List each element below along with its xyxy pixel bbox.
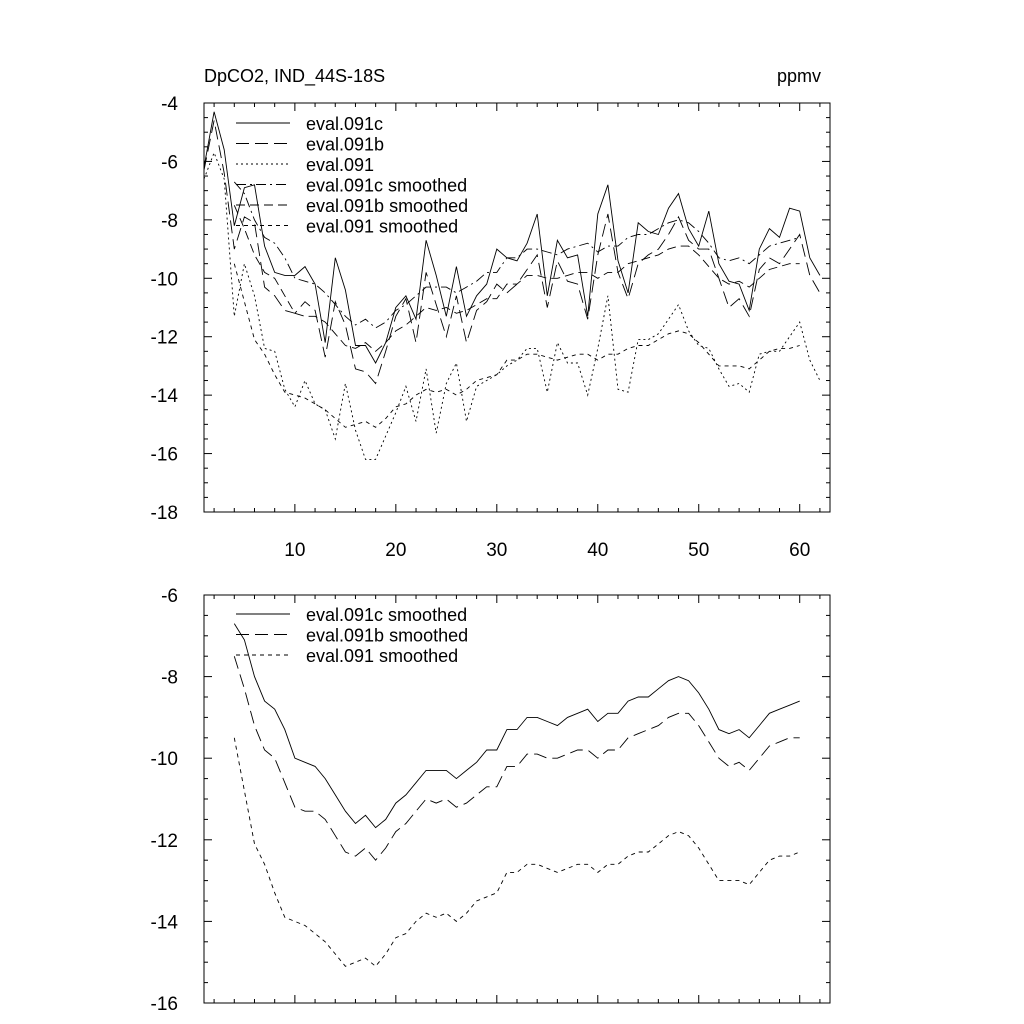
legend-label: eval.091 smoothed <box>306 217 458 237</box>
series-line-eval-091c-smoothed <box>233 623 800 829</box>
y-tick-label: -6 <box>161 152 178 173</box>
series-line-eval-091 <box>203 151 821 460</box>
plot-frame <box>203 102 831 513</box>
series-line-eval-091-smoothed <box>233 737 800 967</box>
y-tick-label: -14 <box>151 912 179 933</box>
top-panel: -18 -16 -14 -12 -10 -8 -6 -4 10 20 30 40 50 60 eval.09… <box>151 94 831 561</box>
legend-label: eval.091 <box>306 155 374 175</box>
figure-title: DpCO2, IND_44S-18S <box>204 66 385 87</box>
x-tick-label: 50 <box>688 540 709 561</box>
series-line-eval-091c <box>203 111 821 364</box>
x-tick-label: 60 <box>789 540 810 561</box>
x-tick-label: 20 <box>385 540 406 561</box>
legend-label: eval.091c <box>306 114 383 134</box>
legend-label: eval.091b <box>306 135 384 155</box>
x-tick-label: 40 <box>587 540 608 561</box>
y-tick-label: -16 <box>151 445 178 466</box>
y-tick-label: -12 <box>151 831 178 852</box>
x-tick-label: 10 <box>284 540 305 561</box>
y-tick-label: -14 <box>151 386 179 407</box>
y-tick-label: -6 <box>161 586 178 607</box>
legend-label: eval.091c smoothed <box>306 176 467 196</box>
units-label: ppmv <box>777 66 821 86</box>
y-tick-label: -18 <box>151 503 178 524</box>
legend-label: eval.091b smoothed <box>306 626 468 646</box>
y-tick-label: -8 <box>161 211 178 232</box>
plot-frame <box>203 594 831 1004</box>
series-line-eval-091c-smoothed <box>233 181 800 329</box>
y-tick-label: -4 <box>161 94 178 115</box>
x-tick-label: 30 <box>486 540 507 561</box>
legend-label: eval.091b smoothed <box>306 196 468 216</box>
legend-label: eval.091 smoothed <box>306 646 458 666</box>
y-tick-label: -12 <box>151 328 178 349</box>
y-tick-label: -8 <box>161 668 178 689</box>
series-line-eval-091b <box>203 120 821 385</box>
series-line-eval-091b-smoothed <box>233 205 800 352</box>
series-line-eval-091b-smoothed <box>233 656 800 861</box>
y-tick-label: -10 <box>151 749 178 770</box>
series-line-eval-091-smoothed <box>233 263 800 428</box>
legend-label: eval.091c smoothed <box>306 605 467 625</box>
y-tick-label: -16 <box>151 994 178 1015</box>
y-tick-label: -10 <box>151 269 178 290</box>
